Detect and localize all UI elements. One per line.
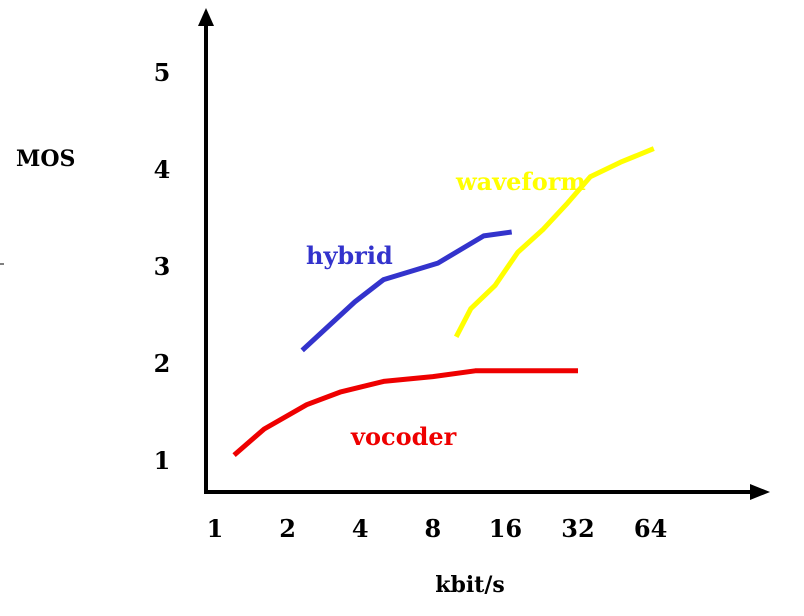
series-line-hybrid bbox=[300, 229, 513, 353]
y-tick-label: 1 bbox=[154, 446, 171, 475]
x-axis-arrow bbox=[750, 484, 770, 500]
x-tick-label: 64 bbox=[634, 514, 667, 543]
x-tick-label: 32 bbox=[561, 514, 594, 543]
axes bbox=[0, 8, 770, 500]
y-tick-label: 3 bbox=[154, 252, 171, 281]
y-tick-labels: 1 2 3 4 5 bbox=[154, 58, 171, 475]
series-lines bbox=[232, 146, 655, 457]
series-label-hybrid: hybrid bbox=[306, 241, 393, 270]
x-tick-labels: 1 2 4 8 16 32 64 bbox=[207, 514, 668, 543]
series-labels: hybrid waveform vocoder bbox=[306, 167, 586, 451]
y-tick-label: 2 bbox=[154, 349, 171, 378]
x-tick-label: 1 bbox=[207, 514, 224, 543]
y-axis-title: MOS bbox=[16, 146, 75, 172]
x-tick-label: 4 bbox=[352, 514, 369, 543]
y-axis-arrow bbox=[198, 8, 214, 26]
x-axis-title: kbit/s bbox=[435, 572, 505, 598]
x-tick-label: 16 bbox=[489, 514, 522, 543]
series-line-vocoder bbox=[232, 368, 578, 457]
x-tick-label: 8 bbox=[424, 514, 441, 543]
series-label-waveform: waveform bbox=[455, 167, 586, 196]
x-tick-label: 2 bbox=[279, 514, 296, 543]
series-label-vocoder: vocoder bbox=[350, 422, 457, 451]
y-tick-label: 4 bbox=[154, 155, 171, 184]
y-tick-label: 5 bbox=[154, 58, 171, 87]
series-line-waveform bbox=[453, 146, 655, 338]
